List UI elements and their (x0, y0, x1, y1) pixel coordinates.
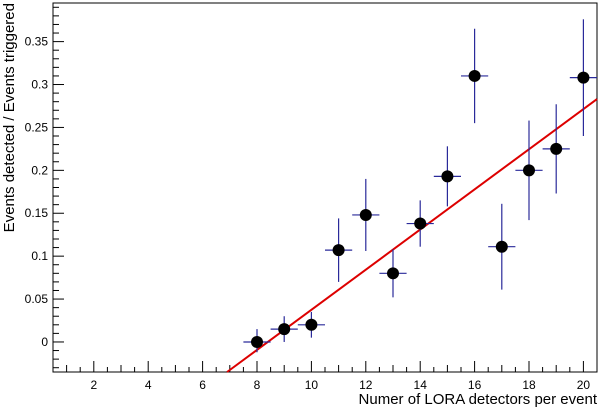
x-tick-label: 14 (414, 378, 428, 392)
y-tick-label: 0.05 (25, 292, 49, 306)
x-tick-label: 16 (468, 378, 482, 392)
y-tick-label: 0.35 (25, 35, 49, 49)
y-tick-label: 0 (41, 335, 48, 349)
y-tick-label: 0.1 (31, 249, 48, 263)
data-point (414, 217, 427, 230)
data-point (441, 170, 454, 183)
y-tick-label: 0.3 (31, 78, 48, 92)
data-point (523, 164, 535, 177)
x-axis: 2 4 6 8 10 12 14 16 18 20 (52, 361, 598, 392)
data-point (577, 71, 590, 84)
data-point (387, 267, 399, 280)
y-tick-label: 0.15 (25, 206, 49, 220)
y-axis: 0 0.05 0.1 0.15 0.2 0.25 0.3 0.35 (25, 6, 64, 369)
data-point (251, 335, 263, 348)
x-tick-label: 4 (145, 378, 152, 392)
data-point (359, 208, 372, 221)
x-axis-title: Numer of LORA detectors per event (359, 391, 598, 408)
data-point (550, 142, 563, 155)
y-tick-label: 0.2 (31, 163, 48, 177)
data-point (468, 69, 481, 82)
y-axis-title: Events detected / Events triggered (1, 3, 18, 232)
x-tick-label: 12 (359, 378, 373, 392)
data-markers (251, 69, 590, 348)
x-tick-label: 2 (90, 378, 97, 392)
x-tick-label: 8 (254, 378, 261, 392)
x-tick-label: 18 (522, 378, 536, 392)
x-tick-label: 20 (577, 378, 591, 392)
y-tick-label: 0.25 (25, 120, 49, 134)
data-point (332, 244, 345, 257)
data-point (495, 240, 508, 253)
x-tick-label: 10 (305, 378, 319, 392)
data-point (278, 323, 291, 336)
x-tick-label: 6 (199, 378, 206, 392)
data-point (305, 318, 318, 331)
